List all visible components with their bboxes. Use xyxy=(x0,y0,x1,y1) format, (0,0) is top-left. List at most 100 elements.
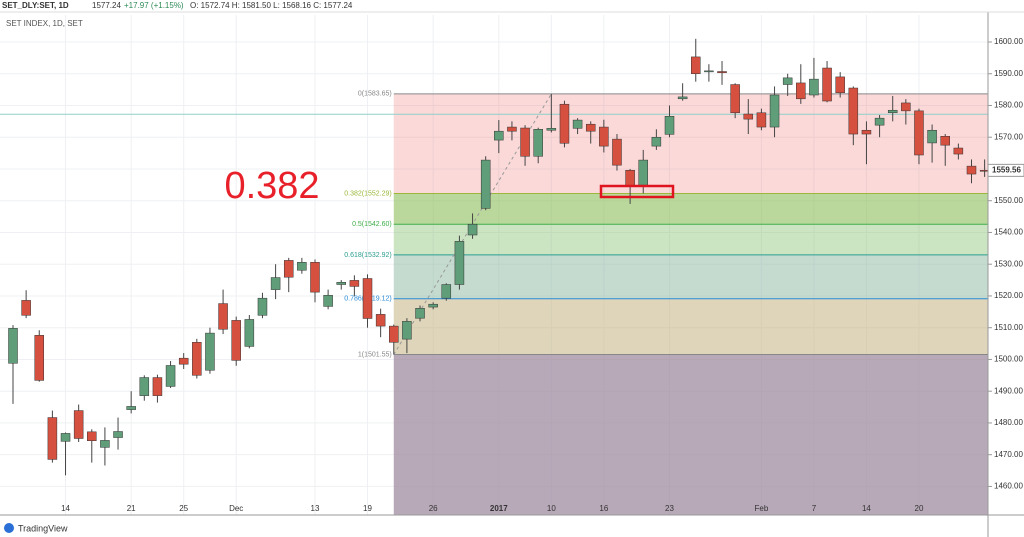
fib-label: 0.618(1532.92) xyxy=(344,252,391,259)
candle-body xyxy=(717,71,727,74)
price: 1577.24 xyxy=(92,1,121,10)
x-tick-label: Dec xyxy=(229,504,243,513)
y-tick-label: 1590.00 xyxy=(994,69,1023,78)
y-tick-label: 1500.00 xyxy=(994,355,1023,364)
candle-body xyxy=(100,440,110,448)
candle-body xyxy=(782,77,793,85)
candle-body xyxy=(927,129,937,144)
candle-body xyxy=(914,110,924,156)
x-tick-label: Feb xyxy=(755,504,769,513)
candle-body xyxy=(559,103,570,144)
candle-body xyxy=(389,325,399,343)
candle-body xyxy=(651,136,662,147)
x-tick-label: 26 xyxy=(429,504,438,513)
candle-body xyxy=(704,70,714,73)
fib-zone xyxy=(393,298,988,355)
y-tick-label: 1490.00 xyxy=(994,386,1023,395)
candle-body xyxy=(218,303,228,330)
candle-body xyxy=(625,169,635,187)
candle-body xyxy=(901,102,911,112)
candle-body xyxy=(494,130,504,141)
candle-body xyxy=(270,277,281,290)
x-tick-label: 25 xyxy=(179,504,188,513)
candle-body xyxy=(585,123,596,132)
fib-zone xyxy=(393,193,988,225)
candle-body xyxy=(809,78,819,96)
y-tick-label: 1470.00 xyxy=(994,450,1023,459)
last-price-box xyxy=(987,163,1024,177)
candle-body xyxy=(441,284,452,299)
candle-body xyxy=(953,147,964,155)
x-tick-label: 13 xyxy=(311,504,320,513)
fib-label: 0.382(1552.29) xyxy=(344,190,391,197)
candle-body xyxy=(533,129,543,157)
candle-body xyxy=(349,280,360,287)
candle-body xyxy=(34,335,45,381)
candle-body xyxy=(887,109,898,114)
y-tick-label: 1550.00 xyxy=(994,196,1023,205)
y-tick-label: 1460.00 xyxy=(994,482,1023,491)
candle-body xyxy=(677,96,688,100)
candle-body xyxy=(21,300,31,316)
candle-body xyxy=(796,82,806,100)
brand-logo: TradingView xyxy=(4,523,68,533)
candle-body xyxy=(467,223,478,236)
x-tick-label: 21 xyxy=(127,504,136,513)
x-tick-label: 16 xyxy=(599,504,608,513)
y-tick-label: 1480.00 xyxy=(994,418,1023,427)
x-tick-label: 14 xyxy=(61,504,70,513)
symbol: SET_DLY:SET, 1D xyxy=(2,1,69,10)
candle-body xyxy=(480,159,491,209)
candle-body xyxy=(192,342,202,376)
x-tick-label: 14 xyxy=(862,504,871,513)
candle-body xyxy=(756,112,767,128)
candle-body xyxy=(835,76,845,94)
fib-label: 0.5(1542.60) xyxy=(352,221,392,228)
brand: TradingView xyxy=(18,523,68,533)
annotation: 0.382 xyxy=(224,165,319,207)
candle-body xyxy=(362,278,373,319)
candle-body xyxy=(60,433,71,442)
y-tick-label: 1540.00 xyxy=(994,228,1023,237)
candle-body xyxy=(520,127,530,157)
x-tick-label: 19 xyxy=(363,504,372,513)
candle-body xyxy=(231,320,241,361)
candle-body xyxy=(165,365,176,387)
x-tick-label: 20 xyxy=(915,504,924,513)
candle-body xyxy=(257,297,268,316)
candle-body xyxy=(415,308,425,319)
candle-body xyxy=(152,377,163,396)
candle-body xyxy=(113,431,123,438)
candle-body xyxy=(743,113,754,120)
candle-body xyxy=(297,262,307,271)
highlight-box xyxy=(599,184,675,199)
y-tick-label: 1530.00 xyxy=(994,259,1023,268)
y-tick-label: 1520.00 xyxy=(994,291,1023,300)
plot-area: 0(1583.65) 0.382(1552.29) 0.5(1542.60) 0.61… xyxy=(0,15,990,515)
candle-body xyxy=(822,67,832,102)
last-price-label: 1559.56 xyxy=(992,165,1021,174)
candle-body xyxy=(402,321,412,340)
candle-body xyxy=(323,295,333,307)
candle-body xyxy=(244,319,255,347)
candle-body xyxy=(848,87,859,135)
candle-body xyxy=(139,377,150,396)
candle-body xyxy=(205,332,215,371)
candle-body xyxy=(283,260,294,278)
candle-body xyxy=(664,116,675,135)
candle-body xyxy=(126,406,136,410)
y-tick-label: 1600.00 xyxy=(994,37,1023,46)
candle-body xyxy=(691,56,701,74)
x-tick-label: 10 xyxy=(547,504,556,513)
candle-body xyxy=(375,314,386,327)
candle-body xyxy=(966,165,977,175)
candle-body xyxy=(546,128,557,131)
logo-icon xyxy=(4,523,14,533)
candle-body xyxy=(940,136,950,146)
candle-body xyxy=(599,126,609,147)
x-tick-label: 23 xyxy=(665,504,674,513)
candle-body xyxy=(8,328,18,364)
candle-body xyxy=(310,262,320,293)
candle-body xyxy=(47,417,58,460)
